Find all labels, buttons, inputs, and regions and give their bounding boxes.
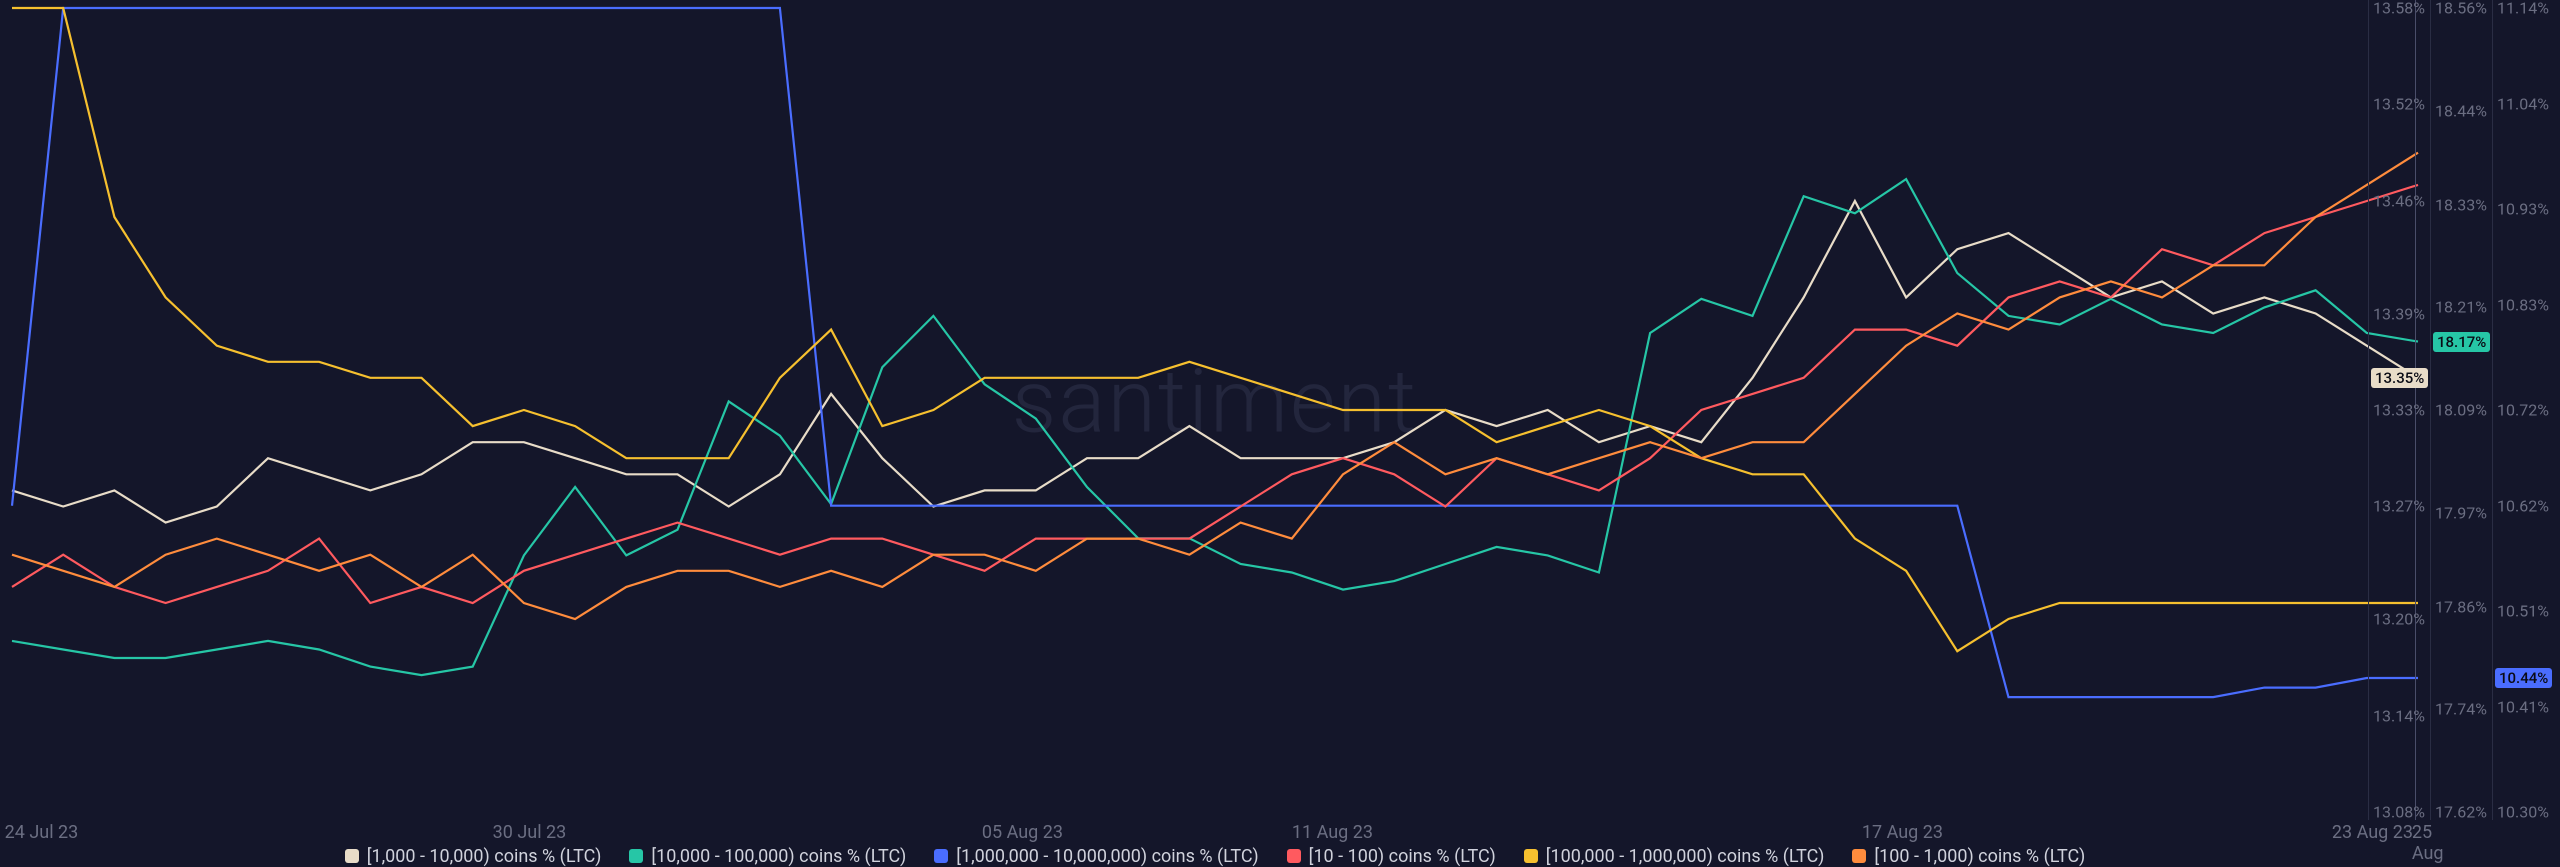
- x-axis-label: 30 Jul 23: [493, 822, 567, 843]
- y-axis-tick: 18.44%: [2435, 101, 2487, 120]
- series-line: [12, 8, 2418, 651]
- legend-item[interactable]: [100,000 - 1,000,000) coins % (LTC): [1524, 846, 1825, 866]
- series-line: [12, 201, 2418, 523]
- y-axis-columns: 13.58%13.52%13.46%13.39%13.33%13.27%13.2…: [2430, 0, 2560, 820]
- y-axis-tick: 13.27%: [2373, 497, 2425, 516]
- legend-swatch: [345, 849, 359, 863]
- y-axis-tick: 13.58%: [2373, 0, 2425, 18]
- x-axis-label: 24 Jul 23: [5, 822, 79, 843]
- current-value-badge: 18.17%: [2433, 332, 2490, 352]
- y-axis-tick: 17.97%: [2435, 503, 2487, 522]
- x-axis-label: 23 Aug 23: [2332, 822, 2413, 843]
- y-axis-tick: 17.62%: [2435, 803, 2487, 822]
- y-axis-tick: 10.30%: [2497, 803, 2549, 822]
- legend-swatch: [1287, 849, 1301, 863]
- series-line: [12, 8, 2418, 697]
- legend-swatch: [1852, 849, 1866, 863]
- y-axis-tick: 18.56%: [2435, 0, 2487, 18]
- legend: [1,000 - 10,000) coins % (LTC) [10,000 - …: [0, 846, 2430, 866]
- current-value-badge: 13.35%: [2371, 368, 2428, 388]
- y-axis-tick: 13.39%: [2373, 304, 2425, 323]
- x-axis-labels: 24 Jul 23 30 Jul 23 05 Aug 23 11 Aug 23 17 A…: [0, 822, 2430, 842]
- legend-item[interactable]: [1,000,000 - 10,000,000) coins % (LTC): [934, 846, 1258, 866]
- y-axis-tick: 10.83%: [2497, 295, 2549, 314]
- y-axis-tick: 13.14%: [2373, 706, 2425, 725]
- y-axis-tick: 17.74%: [2435, 700, 2487, 719]
- y-axis-tick: 11.14%: [2497, 0, 2549, 18]
- y-axis-tick: 18.09%: [2435, 401, 2487, 420]
- x-axis-label: 11 Aug 23: [1292, 822, 1373, 843]
- legend-label: [10 - 100) coins % (LTC): [1309, 846, 1496, 867]
- legend-item[interactable]: [100 - 1,000) coins % (LTC): [1852, 846, 2085, 866]
- legend-label: [100 - 1,000) coins % (LTC): [1874, 846, 2085, 867]
- y-axis-tick: 13.46%: [2373, 191, 2425, 210]
- series-line: [12, 179, 2418, 675]
- legend-item[interactable]: [10,000 - 100,000) coins % (LTC): [629, 846, 906, 866]
- legend-label: [1,000 - 10,000) coins % (LTC): [367, 846, 602, 867]
- y-axis-tick: 11.04%: [2497, 94, 2549, 113]
- legend-swatch: [1524, 849, 1538, 863]
- legend-label: [1,000,000 - 10,000,000) coins % (LTC): [956, 846, 1258, 867]
- plot-area[interactable]: santiment: [0, 0, 2430, 820]
- series-line: [12, 153, 2418, 619]
- y-axis-tick: 10.72%: [2497, 401, 2549, 420]
- y-axis-tick: 13.08%: [2373, 803, 2425, 822]
- y-axis-column: 18.56% 18.44% 18.33% 18.21% 18.09% 17.97% 17.8…: [2430, 0, 2492, 820]
- series-line: [12, 185, 2418, 603]
- y-axis-column: 13.58% 13.52% 13.46% 13.39% 13.33% 13.27% 13.2…: [2368, 0, 2430, 820]
- legend-label: [100,000 - 1,000,000) coins % (LTC): [1546, 846, 1825, 867]
- x-axis-label: 05 Aug 23: [982, 822, 1063, 843]
- y-axis-column: 11.14% 11.04% 10.93% 10.83% 10.72% 10.62% 10.5…: [2492, 0, 2554, 820]
- y-axis-tick: 10.51%: [2497, 602, 2549, 621]
- series-svg: [0, 0, 2430, 820]
- y-axis-tick: 18.21%: [2435, 298, 2487, 317]
- legend-label: [10,000 - 100,000) coins % (LTC): [651, 846, 906, 867]
- x-axis-label: 17 Aug 23: [1862, 822, 1943, 843]
- y-axis-tick: 10.62%: [2497, 496, 2549, 515]
- y-axis-tick: 18.33%: [2435, 195, 2487, 214]
- legend-swatch: [934, 849, 948, 863]
- y-axis-tick: 13.52%: [2373, 95, 2425, 114]
- legend-item[interactable]: [10 - 100) coins % (LTC): [1287, 846, 1496, 866]
- y-axis-tick: 13.33%: [2373, 401, 2425, 420]
- legend-swatch: [629, 849, 643, 863]
- y-axis-tick: 10.93%: [2497, 200, 2549, 219]
- legend-item[interactable]: [1,000 - 10,000) coins % (LTC): [345, 846, 602, 866]
- current-value-badge: 10.44%: [2495, 668, 2552, 688]
- y-axis-tick: 10.41%: [2497, 697, 2549, 716]
- y-axis-tick: 17.86%: [2435, 597, 2487, 616]
- chart-container: santiment 24 Jul 23 30 Jul 23 05 Aug 23 11 …: [0, 0, 2560, 867]
- y-axis-tick: 13.20%: [2373, 610, 2425, 629]
